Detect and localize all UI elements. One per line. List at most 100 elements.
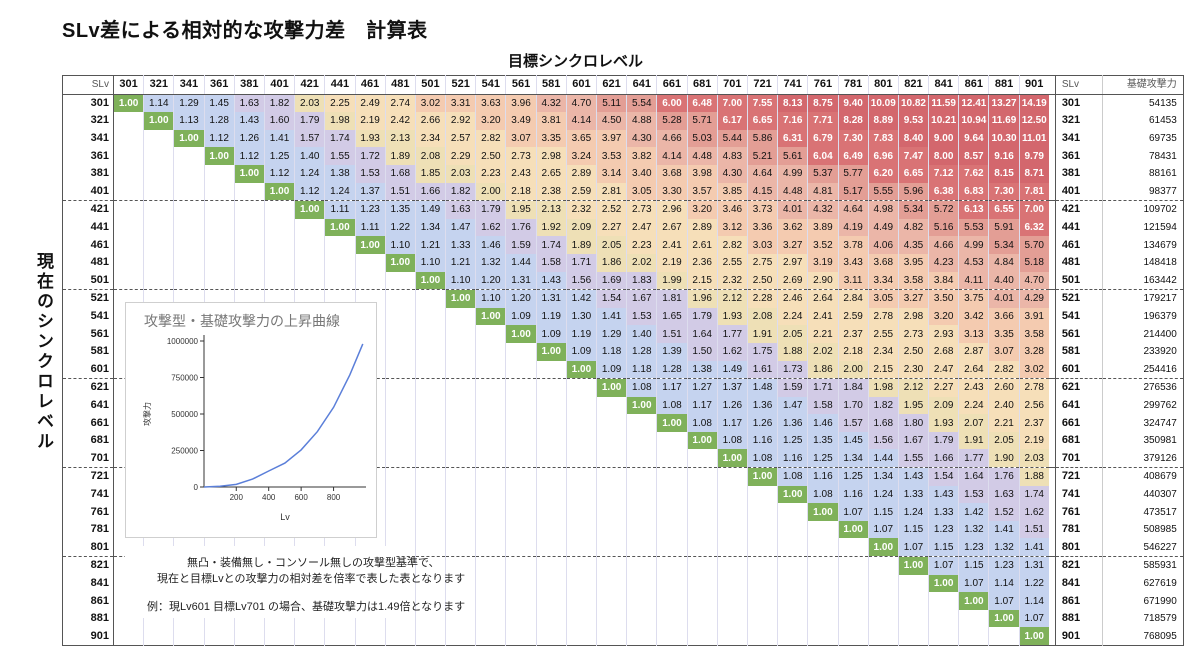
empty-cell — [535, 431, 567, 450]
multiplier-cell: 5.18 — [1018, 253, 1049, 272]
empty-cell — [716, 556, 748, 575]
multiplier-cell: 4.14 — [565, 112, 597, 130]
empty-cell — [505, 627, 537, 646]
multiplier-cell: 1.55 — [897, 449, 929, 468]
empty-cell — [445, 431, 476, 450]
multiplier-cell: 5.77 — [837, 164, 869, 183]
multiplier-cell: 1.00 — [777, 485, 808, 504]
empty-cell — [233, 253, 265, 272]
multiplier-cell: 1.88 — [1018, 467, 1049, 486]
empty-cell — [595, 609, 627, 628]
multiplier-cell: 3.57 — [686, 182, 718, 201]
multiplier-cell: 1.23 — [928, 520, 959, 539]
multiplier-cell: 4.01 — [777, 200, 808, 219]
empty-cell — [173, 147, 205, 165]
empty-cell — [656, 467, 688, 486]
multiplier-cell: 1.80 — [897, 414, 929, 432]
row-header: 361 — [62, 147, 114, 165]
multiplier-cell: 2.47 — [626, 218, 657, 237]
empty-cell — [445, 609, 476, 628]
table-row: 401 1.00 1.12 1.24 1.37 1.51 1.66 1.82 2.00 2.18 2… — [62, 182, 1184, 201]
multiplier-cell: 3.58 — [897, 271, 929, 290]
multiplier-cell: 2.19 — [1018, 431, 1049, 450]
multiplier-cell: 5.61 — [777, 147, 808, 165]
multiplier-cell: 1.25 — [263, 147, 295, 165]
multiplier-cell: 12.41 — [958, 94, 989, 113]
multiplier-cell: 1.44 — [505, 253, 537, 272]
empty-cell — [595, 414, 627, 432]
multiplier-cell: 3.20 — [475, 112, 506, 130]
empty-cell — [867, 574, 899, 593]
multiplier-cell: 1.86 — [807, 360, 838, 379]
empty-cell — [535, 485, 567, 504]
empty-cell — [595, 574, 627, 593]
multiplier-cell: 4.98 — [867, 200, 899, 219]
table-row: 821 1.00 1.07 1.15 1.23 1.31 821 585931 — [62, 556, 1184, 575]
multiplier-cell: 12.50 — [1018, 112, 1049, 130]
row-header: 581 — [62, 342, 114, 361]
y-tick-label: 250000 — [171, 447, 198, 456]
multiplier-cell: 3.34 — [867, 271, 899, 290]
multiplier-cell: 3.42 — [958, 307, 989, 326]
multiplier-cell: 1.52 — [988, 503, 1020, 521]
row-slv: 661 — [1054, 414, 1103, 432]
multiplier-cell: 8.89 — [867, 112, 899, 130]
table-row: 701 1.00 1.08 1.16 1.25 1.34 1.44 1.55 1.66 1.77 1… — [62, 449, 1184, 468]
empty-cell — [112, 164, 144, 183]
empty-cell — [203, 271, 235, 290]
col-header: 381 — [233, 75, 265, 95]
empty-cell — [656, 431, 688, 450]
multiplier-cell: 1.46 — [475, 236, 506, 254]
empty-cell — [112, 129, 144, 148]
multiplier-cell: 6.96 — [867, 147, 899, 165]
multiplier-cell: 3.49 — [505, 112, 537, 130]
empty-cell — [173, 236, 205, 254]
header-base-attack: 基礎攻撃力 — [1101, 75, 1184, 95]
empty-cell — [595, 431, 627, 450]
multiplier-cell: 9.79 — [1018, 147, 1049, 165]
multiplier-cell: 1.00 — [414, 271, 446, 290]
multiplier-cell: 1.92 — [535, 218, 567, 237]
multiplier-cell: 9.53 — [897, 112, 929, 130]
multiplier-cell: 8.40 — [897, 129, 929, 148]
page-title: SLv差による相対的な攻撃力差 計算表 — [62, 20, 428, 42]
multiplier-cell: 2.50 — [897, 342, 929, 361]
empty-cell — [535, 609, 567, 628]
multiplier-cell: 7.55 — [746, 94, 778, 113]
multiplier-cell: 1.08 — [807, 485, 838, 504]
empty-cell — [505, 485, 537, 504]
multiplier-cell: 8.71 — [1018, 164, 1049, 183]
multiplier-cell: 1.62 — [475, 218, 506, 237]
empty-cell — [475, 503, 506, 521]
multiplier-cell: 2.47 — [928, 360, 959, 379]
multiplier-cell: 1.43 — [535, 271, 567, 290]
multiplier-cell: 5.37 — [807, 164, 838, 183]
empty-cell — [384, 503, 416, 521]
empty-cell — [535, 574, 567, 593]
empty-cell — [475, 627, 506, 646]
empty-cell — [897, 574, 929, 593]
empty-cell — [565, 574, 597, 593]
row-slv: 441 — [1054, 218, 1103, 237]
multiplier-cell: 1.76 — [988, 467, 1020, 486]
empty-cell — [475, 592, 506, 610]
row-slv: 521 — [1054, 289, 1103, 308]
empty-cell — [656, 574, 688, 593]
multiplier-cell: 2.00 — [475, 182, 506, 201]
multiplier-cell: 3.63 — [475, 94, 506, 113]
multiplier-cell: 1.32 — [988, 538, 1020, 557]
row-spacer — [1048, 431, 1056, 450]
empty-cell — [445, 538, 476, 557]
multiplier-cell: 2.50 — [475, 147, 506, 165]
empty-cell — [777, 609, 808, 628]
multiplier-cell: 3.65 — [565, 129, 597, 148]
row-header: 821 — [62, 556, 114, 575]
multiplier-cell: 4.81 — [807, 182, 838, 201]
row-header: 541 — [62, 307, 114, 326]
empty-cell — [897, 627, 929, 646]
col-header: 681 — [686, 75, 718, 95]
empty-cell — [505, 574, 537, 593]
empty-cell — [595, 449, 627, 468]
base-attack-cell: 627619 — [1101, 574, 1184, 593]
multiplier-cell: 2.13 — [535, 200, 567, 219]
